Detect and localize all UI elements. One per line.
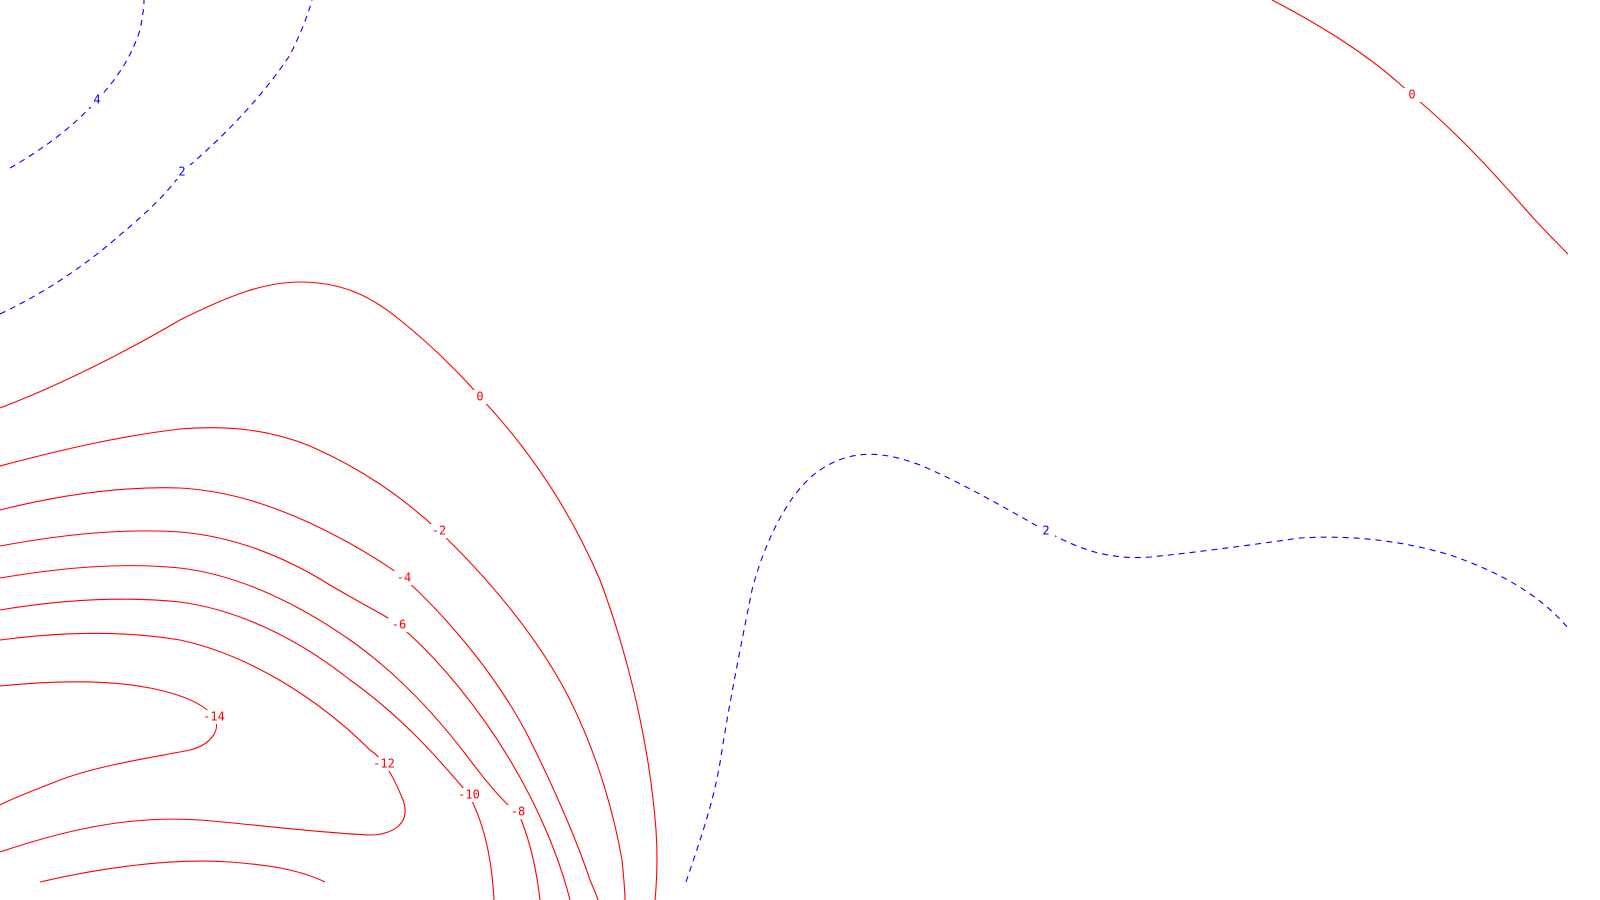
contour-label-neg14: -14 [200, 710, 228, 724]
contour-label-neg2: -2 [428, 524, 450, 538]
contour-label-neg2-text: -2 [432, 524, 446, 538]
contour-label-zero-right: 0 [1403, 88, 1421, 102]
contour-label-neg6-text: -6 [392, 618, 406, 632]
contour-label-zero-left: 0 [471, 390, 489, 404]
contour-label-pos2-topleft-text: 2 [178, 165, 185, 179]
contour-label-pos2-middle-text: 2 [1042, 524, 1049, 538]
contour-line-neg12 [0, 632, 406, 853]
contour-label-neg8: -8 [507, 805, 529, 819]
contour-label-neg12: -12 [370, 757, 398, 771]
contour-label-zero-right-text: 0 [1408, 88, 1415, 102]
contour-label-pos4-topleft-text: 4 [93, 93, 100, 107]
contour-line-neg14 [0, 681, 217, 806]
contour-line-zero-right [1271, 0, 1569, 255]
contour-label-pos2-middle: 2 [1037, 524, 1055, 538]
contour-label-neg10: -10 [455, 788, 483, 802]
contour-label-pos4-topleft: 4 [88, 93, 106, 107]
contour-line-zero-left [0, 281, 658, 900]
contour-line-neg10 [0, 598, 495, 900]
contour-label-neg10-text: -10 [458, 788, 480, 802]
contour-label-neg8-text: -8 [511, 805, 525, 819]
contour-label-neg14-text: -14 [203, 710, 225, 724]
contour-label-neg4: -4 [393, 571, 415, 585]
contour-label-neg12-text: -12 [373, 757, 395, 771]
contour-line-pos2-middle [685, 453, 1569, 883]
contour-label-neg4-text: -4 [397, 571, 411, 585]
contour-label-neg6: -6 [388, 618, 410, 632]
contour-label-zero-left-text: 0 [476, 390, 483, 404]
contour-line-neg12-bottom [39, 860, 326, 883]
contour-label-pos2-topleft: 2 [173, 165, 191, 179]
contour-line-neg6 [0, 530, 571, 900]
